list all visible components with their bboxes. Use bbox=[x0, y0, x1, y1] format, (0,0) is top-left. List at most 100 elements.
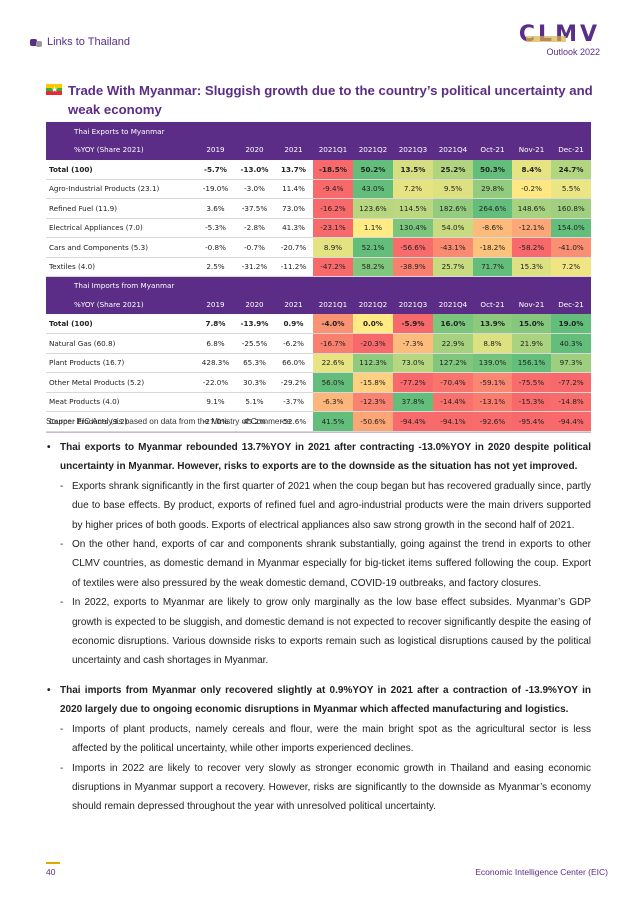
value-cell: -22.0% bbox=[196, 372, 235, 393]
value-cell: -8.6% bbox=[473, 218, 512, 238]
column-header: Nov-21 bbox=[512, 294, 551, 314]
sub-point: - Exports shrank significantly in the fir… bbox=[46, 477, 591, 535]
table-row: Other Metal Products (5.2) -22.0% 30.3% -29… bbox=[46, 372, 592, 393]
value-cell: 56.0% bbox=[313, 372, 353, 393]
value-cell: 25.2% bbox=[433, 159, 473, 180]
row-label: Natural Gas (60.8) bbox=[46, 333, 196, 354]
value-cell: 13.9% bbox=[473, 314, 512, 334]
value-cell: -95.4% bbox=[512, 411, 551, 432]
page-title: Trade With Myanmar: Sluggish growth due … bbox=[68, 83, 593, 117]
value-cell: -37.5% bbox=[235, 198, 274, 219]
logo-skyline-decoration bbox=[526, 36, 566, 42]
value-cell: -59.1% bbox=[473, 372, 512, 393]
table-header-label: %YOY (Share 2021) bbox=[46, 294, 196, 314]
value-cell: -11.2% bbox=[274, 257, 313, 277]
row-label: Plant Products (16.7) bbox=[46, 353, 196, 373]
row-label: Meat Products (4.0) bbox=[46, 392, 196, 412]
value-cell: 264.6% bbox=[473, 198, 512, 219]
value-cell: -18.2% bbox=[473, 237, 512, 258]
column-header: Oct-21 bbox=[473, 294, 512, 314]
value-cell: -13.9% bbox=[235, 314, 274, 334]
footer-accent bbox=[46, 862, 60, 864]
column-header: Dec-21 bbox=[551, 140, 592, 160]
value-cell: -19.0% bbox=[196, 179, 235, 199]
value-cell: 41.5% bbox=[313, 411, 353, 432]
value-cell: 24.7% bbox=[551, 159, 592, 180]
sub-point-text: On the other hand, exports of car and co… bbox=[72, 539, 591, 589]
value-cell: 15.0% bbox=[512, 314, 551, 334]
value-cell: 148.6% bbox=[512, 198, 551, 219]
table-section-title: Thai Exports to Myanmar bbox=[46, 122, 196, 140]
value-cell: 37.8% bbox=[393, 392, 433, 412]
value-cell: 54.0% bbox=[433, 218, 473, 238]
value-cell: 8.9% bbox=[313, 237, 353, 258]
column-header: 2021 bbox=[274, 294, 313, 314]
section-link[interactable]: Links to Thailand bbox=[47, 36, 130, 48]
value-cell: 43.0% bbox=[353, 179, 393, 199]
value-cell: -12.1% bbox=[512, 218, 551, 238]
logo-subtitle: Outlook 2022 bbox=[546, 47, 600, 57]
value-cell: 29.8% bbox=[473, 179, 512, 199]
row-label: Copper Products (3.2) bbox=[46, 411, 196, 432]
value-cell: 2.5% bbox=[196, 257, 235, 277]
sub-point: - In 2022, exports to Myanmar are likely … bbox=[46, 593, 591, 671]
value-cell: -13.1% bbox=[473, 392, 512, 412]
table-section-title: Thai Imports from Myanmar bbox=[46, 276, 196, 295]
table-row: Agro-Industrial Products (23.1) -19.0% -3.… bbox=[46, 179, 592, 199]
divider bbox=[46, 432, 591, 433]
table-row: Electrical Appliances (7.0) -5.3% -2.8% 41.… bbox=[46, 218, 592, 238]
bullet-text: Thai imports from Myanmar only recovered… bbox=[60, 684, 591, 716]
sub-point-text: Imports of plant products, namely cereal… bbox=[72, 723, 591, 755]
bullet-icon: • bbox=[47, 442, 51, 453]
column-header: 2021Q4 bbox=[433, 140, 473, 160]
dash-marker: - bbox=[60, 480, 64, 492]
table-row: Textiles (4.0) 2.5% -31.2% -11.2% -47.2% 58.2… bbox=[46, 257, 592, 277]
column-header: 2021Q2 bbox=[353, 140, 393, 160]
value-cell: -0.8% bbox=[196, 237, 235, 258]
myanmar-flag-icon: ★ bbox=[46, 84, 62, 95]
table-row: Copper Products (3.2) -27.0% 45.2% -52.6% 41… bbox=[46, 411, 592, 432]
column-header: 2021Q3 bbox=[393, 140, 433, 160]
table-header-row: %YOY (Share 2021) 2019 2020 2021 2021Q1 2021Q… bbox=[46, 294, 592, 314]
value-cell: -94.4% bbox=[393, 411, 433, 432]
column-header: 2021Q2 bbox=[353, 294, 393, 314]
value-cell: -13.0% bbox=[235, 159, 274, 180]
value-cell: 16.0% bbox=[433, 314, 473, 334]
value-cell: 15.3% bbox=[512, 257, 551, 277]
value-cell: -12.3% bbox=[353, 392, 393, 412]
value-cell: -14.4% bbox=[433, 392, 473, 412]
column-header: 2021Q1 bbox=[313, 294, 353, 314]
value-cell: 50.3% bbox=[473, 159, 512, 180]
value-cell: -43.1% bbox=[433, 237, 473, 258]
value-cell: 130.4% bbox=[393, 218, 433, 238]
value-cell: -77.2% bbox=[551, 372, 592, 393]
value-cell: -15.3% bbox=[512, 392, 551, 412]
value-cell: -27.0% bbox=[196, 411, 235, 432]
value-cell: 114.5% bbox=[393, 198, 433, 219]
value-cell: -94.4% bbox=[551, 411, 592, 432]
value-cell: 154.0% bbox=[551, 218, 592, 238]
trade-heatmap-table: Thai Exports to Myanmar %YOY (Share 2021)… bbox=[46, 122, 592, 432]
value-cell: 11.4% bbox=[274, 179, 313, 199]
value-cell: -25.5% bbox=[235, 333, 274, 354]
value-cell: 5.1% bbox=[235, 392, 274, 412]
clmv-logo: CLMV Outlook 2022 bbox=[512, 24, 600, 58]
value-cell: -5.3% bbox=[196, 218, 235, 238]
row-label: Refined Fuel (11.9) bbox=[46, 198, 196, 219]
bullet-paragraph: • Thai imports from Myanmar only recovere… bbox=[46, 681, 591, 720]
value-cell: -7.3% bbox=[393, 333, 433, 354]
value-cell: -56.6% bbox=[393, 237, 433, 258]
value-cell: 9.1% bbox=[196, 392, 235, 412]
value-cell: -50.6% bbox=[353, 411, 393, 432]
value-cell: 8.4% bbox=[512, 159, 551, 180]
value-cell: -75.5% bbox=[512, 372, 551, 393]
trade-tables: Thai Exports to Myanmar %YOY (Share 2021)… bbox=[46, 122, 592, 432]
value-cell: 65.3% bbox=[235, 353, 274, 373]
value-cell: -29.2% bbox=[274, 372, 313, 393]
dash-marker: - bbox=[60, 762, 64, 774]
value-cell: 13.7% bbox=[274, 159, 313, 180]
column-header: 2021 bbox=[274, 140, 313, 160]
page-header: Links to Thailand CLMV Outlook 2022 bbox=[30, 24, 610, 58]
table-row: Total (100) 7.8% -13.9% 0.9% -4.0% 0.0% -5.9% 1… bbox=[46, 314, 592, 334]
table-header-label: %YOY (Share 2021) bbox=[46, 140, 196, 160]
